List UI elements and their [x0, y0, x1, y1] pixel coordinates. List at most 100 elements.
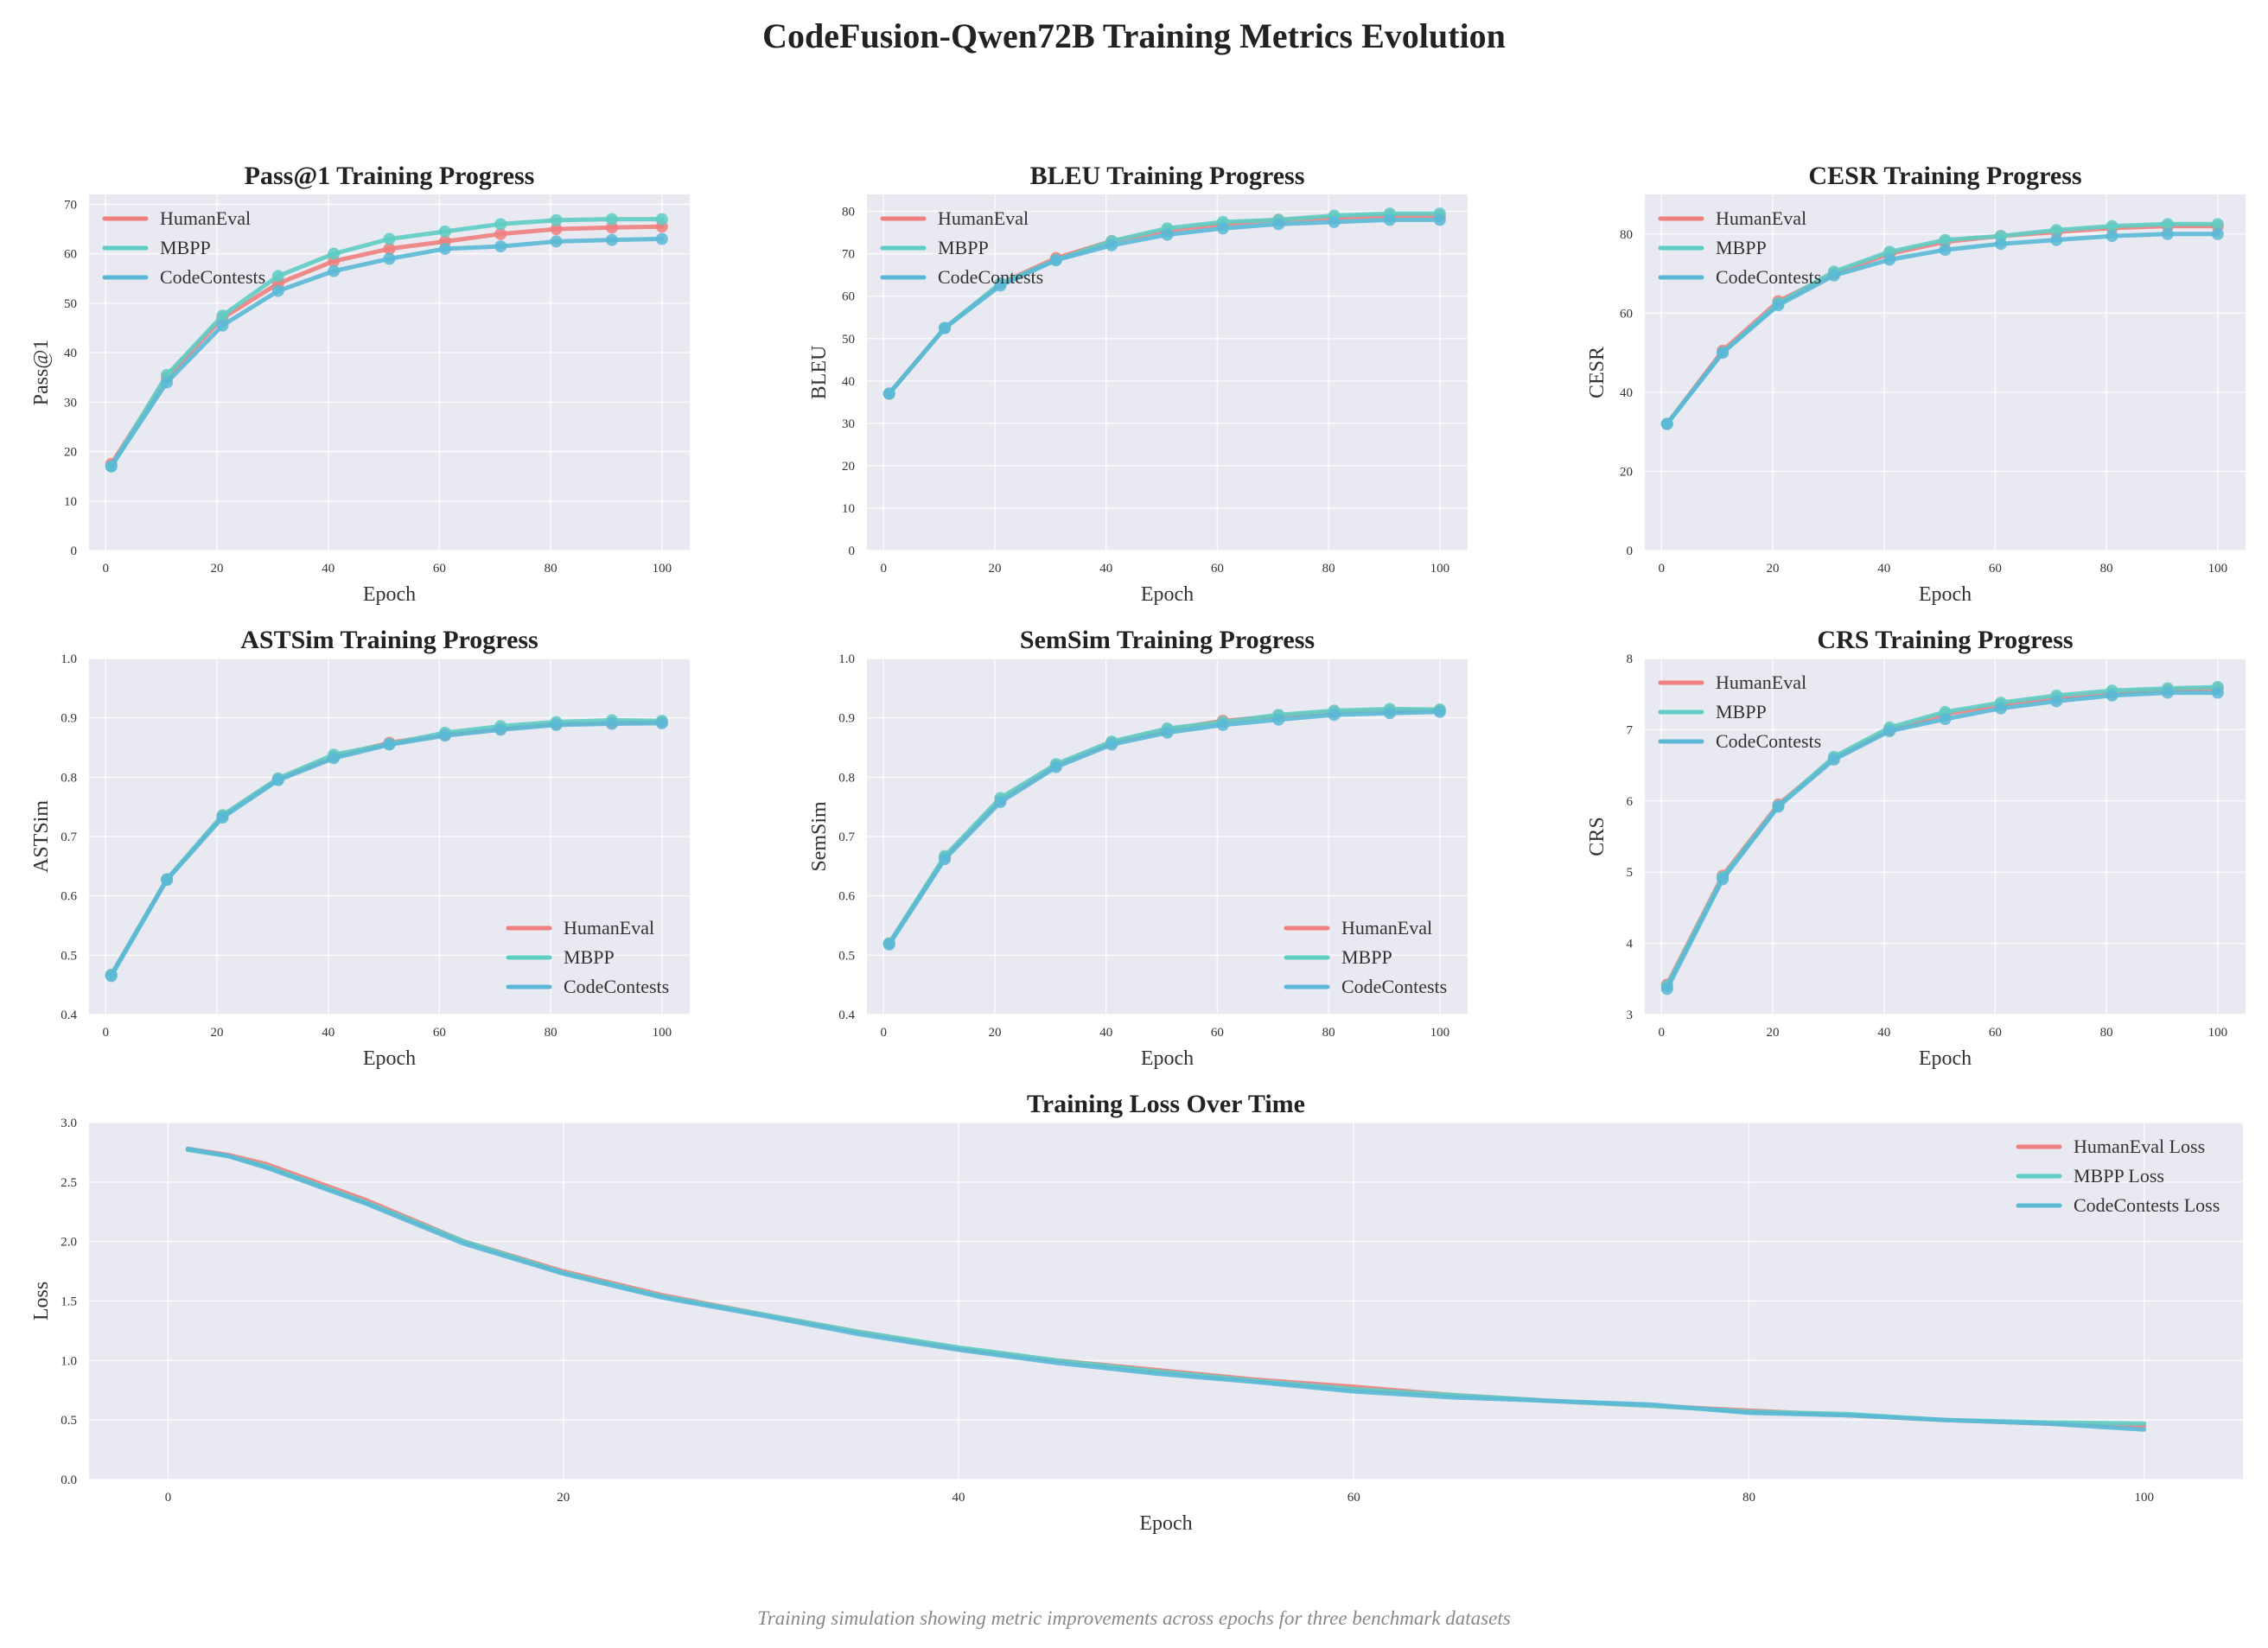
legend: HumanEval MBPP CodeContests [1658, 207, 1821, 288]
x-tick-label: 0 [103, 1026, 110, 1040]
y-tick-label: 1.0 [838, 652, 855, 666]
chart-loss: 0 20 40 60 80 100 0.0 0.5 1.0 1.5 2.0 2.5 3.0 Trainin… [30, 1090, 2243, 1535]
x-tick-label: 100 [1430, 562, 1450, 576]
x-tick-label: 20 [211, 562, 224, 576]
x-tick-label: 0 [1659, 1026, 1666, 1040]
data-point [494, 227, 507, 240]
data-point [271, 773, 284, 786]
data-point [2050, 695, 2063, 708]
legend-label: CodeContests [1341, 976, 1447, 997]
data-point [2161, 227, 2174, 240]
data-point [939, 321, 952, 334]
legend-label: MBPP [1716, 237, 1767, 258]
x-tick-label: 20 [989, 1026, 1002, 1040]
y-tick-label: 3 [1627, 1009, 1634, 1022]
y-tick-label: 0.9 [61, 712, 77, 726]
y-tick-label: 2.0 [61, 1236, 77, 1250]
data-point [994, 796, 1007, 809]
data-point [1939, 233, 1952, 246]
data-point [1883, 725, 1896, 738]
data-point [1272, 713, 1285, 726]
data-point [994, 279, 1007, 292]
y-axis-label: Pass@1 [30, 340, 53, 406]
data-point [605, 221, 618, 234]
data-point [438, 242, 451, 255]
x-axis-label: Epoch [1139, 1512, 1192, 1535]
x-tick-label: 20 [557, 1491, 570, 1505]
y-tick-label: 20 [64, 446, 77, 460]
y-axis-label: SemSim [808, 801, 831, 872]
data-point [605, 717, 618, 730]
data-point [1939, 244, 1952, 257]
x-tick-label: 20 [211, 1026, 224, 1040]
data-point [216, 319, 229, 332]
chart-main-title: CodeFusion-Qwen72B Training Metrics Evol… [762, 16, 1506, 55]
x-axis-label: Epoch [1141, 583, 1194, 606]
legend-label: HumanEval Loss [2074, 1136, 2205, 1157]
data-point [1433, 705, 1446, 718]
y-tick-label: 70 [842, 248, 855, 262]
y-axis-label: ASTSim [30, 800, 53, 873]
data-point [655, 716, 668, 729]
x-tick-label: 20 [1767, 562, 1780, 576]
x-tick-label: 80 [2100, 562, 2113, 576]
data-point [494, 240, 507, 253]
data-point [438, 729, 451, 742]
y-tick-label: 10 [64, 495, 77, 509]
data-point [2106, 230, 2118, 243]
y-tick-label: 60 [842, 290, 855, 304]
x-axis-label: Epoch [1141, 1047, 1194, 1070]
y-tick-label: 70 [64, 198, 77, 212]
y-tick-label: 0.8 [838, 771, 855, 785]
x-tick-label: 80 [1322, 1026, 1335, 1040]
data-point [2211, 227, 2224, 240]
data-point [1660, 417, 1673, 430]
data-point [2161, 686, 2174, 699]
x-tick-label: 60 [1347, 1491, 1360, 1505]
x-axis-label: Epoch [1919, 583, 1972, 606]
x-tick-label: 60 [433, 1026, 446, 1040]
data-point [2211, 218, 2224, 231]
legend-label: HumanEval [160, 207, 251, 229]
data-point [2050, 233, 2063, 246]
y-tick-label: 1.0 [61, 1354, 77, 1368]
data-point [882, 387, 895, 400]
y-tick-label: 40 [64, 347, 77, 360]
data-point [494, 218, 507, 231]
y-tick-label: 0 [1627, 544, 1634, 558]
data-point [550, 718, 563, 731]
chart-bleu: 0 20 40 60 80 100 0 10 20 30 40 50 60 70 80 BLEU Traini… [808, 162, 1468, 606]
legend-label: CodeContests [1716, 730, 1821, 752]
y-tick-label: 1.0 [61, 652, 77, 666]
y-tick-label: 80 [842, 206, 855, 220]
y-tick-label: 80 [1620, 228, 1633, 242]
y-tick-label: 40 [1620, 386, 1633, 400]
legend-label: HumanEval [564, 917, 654, 939]
x-tick-label: 20 [1767, 1026, 1780, 1040]
y-tick-label: 0 [71, 544, 78, 558]
legend-label: MBPP [938, 237, 989, 258]
y-axis-label: Loss [30, 1282, 53, 1320]
data-point [328, 752, 341, 765]
x-tick-label: 100 [2134, 1491, 2154, 1505]
data-point [1772, 800, 1785, 813]
data-point [1272, 218, 1285, 231]
y-tick-label: 0 [849, 544, 856, 558]
data-point [1994, 702, 2007, 715]
y-tick-label: 50 [64, 297, 77, 311]
x-tick-label: 80 [1322, 562, 1335, 576]
data-point [1433, 213, 1446, 226]
legend-label: CodeContests [938, 266, 1043, 288]
legend-label: MBPP [1341, 946, 1392, 968]
data-point [383, 242, 396, 255]
data-point [2106, 689, 2118, 702]
data-point [882, 938, 895, 951]
chart-cesr: 0 20 40 60 80 100 0 20 40 60 80 CESR Training Progr… [1586, 162, 2246, 606]
legend-label: MBPP [160, 237, 211, 258]
y-tick-label: 0.5 [838, 949, 855, 963]
y-tick-label: 30 [64, 396, 77, 410]
data-point [1939, 713, 1952, 726]
data-point [1161, 228, 1174, 241]
y-tick-label: 30 [842, 417, 855, 431]
y-tick-label: 4 [1627, 938, 1634, 951]
